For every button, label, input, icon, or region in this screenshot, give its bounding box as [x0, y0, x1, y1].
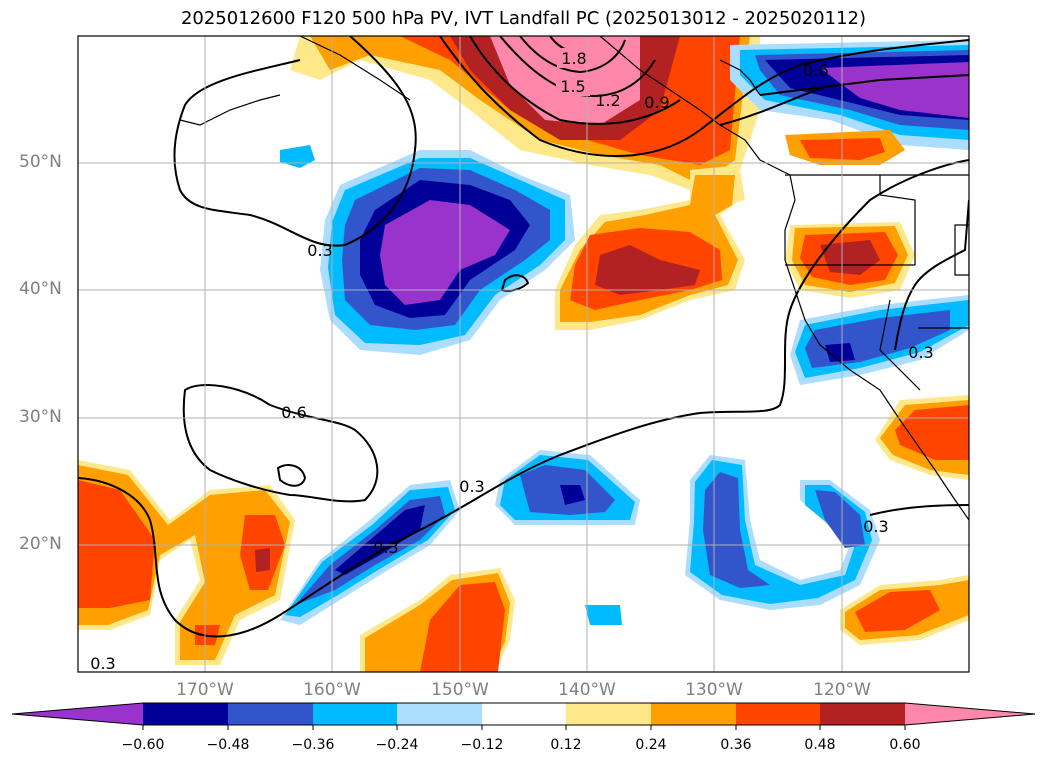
colorbar-tick-label: 0.48	[804, 737, 836, 753]
lat-label-30n: 30°N	[19, 407, 62, 427]
map-title: 2025012600 F120 500 hPa PV, IVT Landfall…	[180, 8, 867, 29]
contour-label-0-6-ne: 0.6	[803, 61, 828, 80]
gridlines	[78, 36, 969, 672]
lat-label-50n: 50°N	[19, 152, 62, 172]
colorbar-tick-label: −0.60	[121, 737, 165, 753]
colorbar-tick-label: −0.48	[206, 737, 250, 753]
filled-anomaly-layer	[78, 36, 969, 672]
anomaly-west-pacific-positive	[78, 460, 295, 665]
contour-label-0-3-mid: 0.3	[459, 477, 484, 496]
colorbar-tick-label: 0.60	[889, 737, 921, 753]
colorbar-extend-high	[905, 703, 1035, 725]
lon-label-150w: 150°W	[431, 680, 489, 700]
contour-label-0-3-sw: 0.3	[373, 538, 398, 557]
lat-label-20n: 20°N	[19, 534, 62, 554]
coastlines	[179, 36, 969, 521]
lon-label-120w: 120°W	[813, 680, 871, 700]
lon-label-170w: 170°W	[176, 680, 234, 700]
contour-label-1-8: 1.8	[561, 49, 586, 68]
colorbar-tick-label: 0.12	[550, 737, 582, 753]
lat-label-40n: 40°N	[19, 279, 62, 299]
anomaly-british-columbia-negative	[730, 40, 969, 150]
lon-label-160w: 160°W	[303, 680, 361, 700]
anomaly-northeast-pacific-positive	[555, 165, 745, 330]
contour-label-1-5: 1.5	[560, 77, 585, 96]
lon-label-130w: 130°W	[685, 680, 743, 700]
anomaly-central-pacific-negative	[320, 150, 575, 355]
colorbar-tick-label: −0.36	[291, 737, 335, 753]
lon-label-140w: 140°W	[558, 680, 616, 700]
anomaly-horseshoe-negative	[685, 455, 880, 610]
contour-label-0-3-se: 0.3	[863, 517, 888, 536]
plot-frame	[77, 35, 970, 673]
contour-label-0-3-ca: 0.3	[908, 343, 933, 362]
colorbar-tick-label: 0.24	[635, 737, 667, 753]
colorbar	[11, 702, 1036, 730]
contour-label-0-9: 0.9	[644, 93, 669, 112]
contour-label-1-2: 1.2	[595, 91, 620, 110]
colorbar-extend-low	[12, 703, 143, 725]
contour-label-0-3-corner: 0.3	[90, 654, 115, 673]
colorbar-tick-label: 0.36	[720, 737, 752, 753]
colorbar-tick-label: −0.12	[460, 737, 504, 753]
contour-label-0-3-nw: 0.3	[307, 241, 332, 260]
colorbar-tick-label: −0.24	[375, 737, 419, 753]
contour-labels: 1.8 1.5 1.2 0.9 0.6 0.3 0.3 0.6 0.3 0.3 …	[90, 48, 934, 673]
contour-label-0-6-sub: 0.6	[281, 403, 306, 422]
